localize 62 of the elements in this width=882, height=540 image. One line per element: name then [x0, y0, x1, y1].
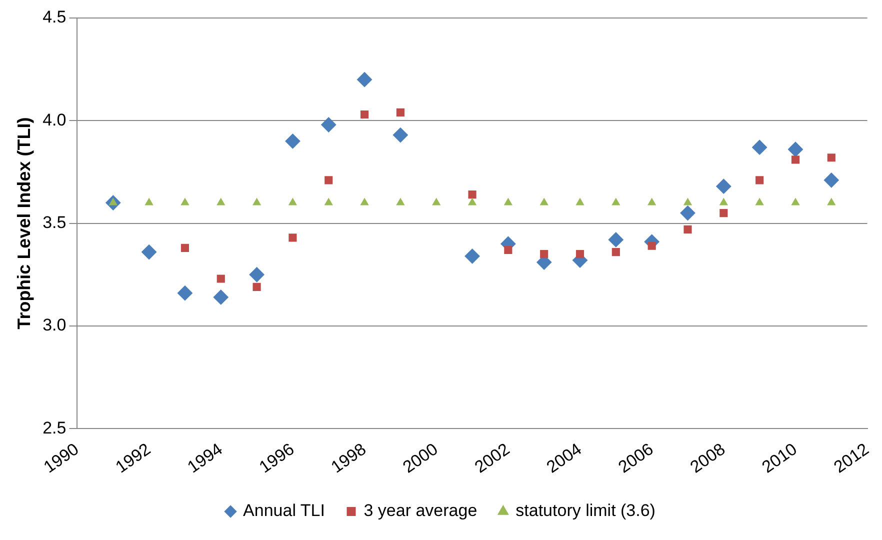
point [540, 198, 548, 206]
point [827, 198, 836, 206]
point [432, 198, 440, 206]
point [468, 198, 476, 206]
point [504, 246, 512, 254]
y-tick-label: 2.5 [42, 418, 66, 438]
y-tick-label: 4.5 [42, 8, 66, 27]
point [540, 250, 548, 258]
point [396, 108, 404, 116]
point [720, 209, 728, 218]
point [145, 198, 154, 206]
point [216, 274, 225, 283]
point [756, 176, 764, 184]
point [216, 198, 225, 206]
y-axis-title: Trophic Level Index (TLI) [14, 117, 34, 330]
point [392, 128, 408, 143]
point [576, 198, 584, 206]
point [288, 198, 297, 206]
point [791, 156, 800, 164]
point [288, 234, 297, 242]
point [360, 110, 369, 119]
point [576, 250, 584, 258]
point [608, 232, 624, 248]
point [213, 290, 228, 305]
y-tick-label: 3.0 [42, 316, 66, 335]
point [324, 176, 333, 184]
point [788, 142, 803, 157]
legend-label: 3 year average [364, 501, 478, 520]
point [648, 242, 656, 250]
point [252, 282, 261, 291]
point [324, 198, 333, 206]
point [612, 248, 620, 256]
point [321, 117, 336, 132]
point [648, 198, 656, 206]
point [680, 206, 696, 221]
point [181, 198, 189, 206]
point [285, 134, 300, 149]
point [142, 244, 157, 260]
point [720, 198, 728, 206]
point [792, 198, 800, 206]
point [468, 190, 476, 199]
legend-label: statutory limit (3.6) [516, 501, 656, 520]
point [824, 172, 839, 188]
point [756, 198, 764, 206]
point [504, 198, 512, 206]
point [177, 286, 192, 301]
y-tick-label: 3.5 [42, 212, 66, 232]
point [684, 225, 692, 234]
point [396, 198, 404, 206]
point [612, 198, 620, 206]
point [357, 72, 372, 88]
point [180, 244, 190, 252]
point [716, 178, 732, 194]
point [249, 267, 264, 282]
y-tick-label: 4.0 [42, 110, 66, 130]
point [827, 154, 836, 162]
point [252, 198, 261, 206]
point [360, 198, 368, 206]
legend-label: Annual TLI [243, 501, 325, 520]
point [684, 198, 692, 206]
point [464, 248, 480, 264]
point [752, 140, 768, 155]
